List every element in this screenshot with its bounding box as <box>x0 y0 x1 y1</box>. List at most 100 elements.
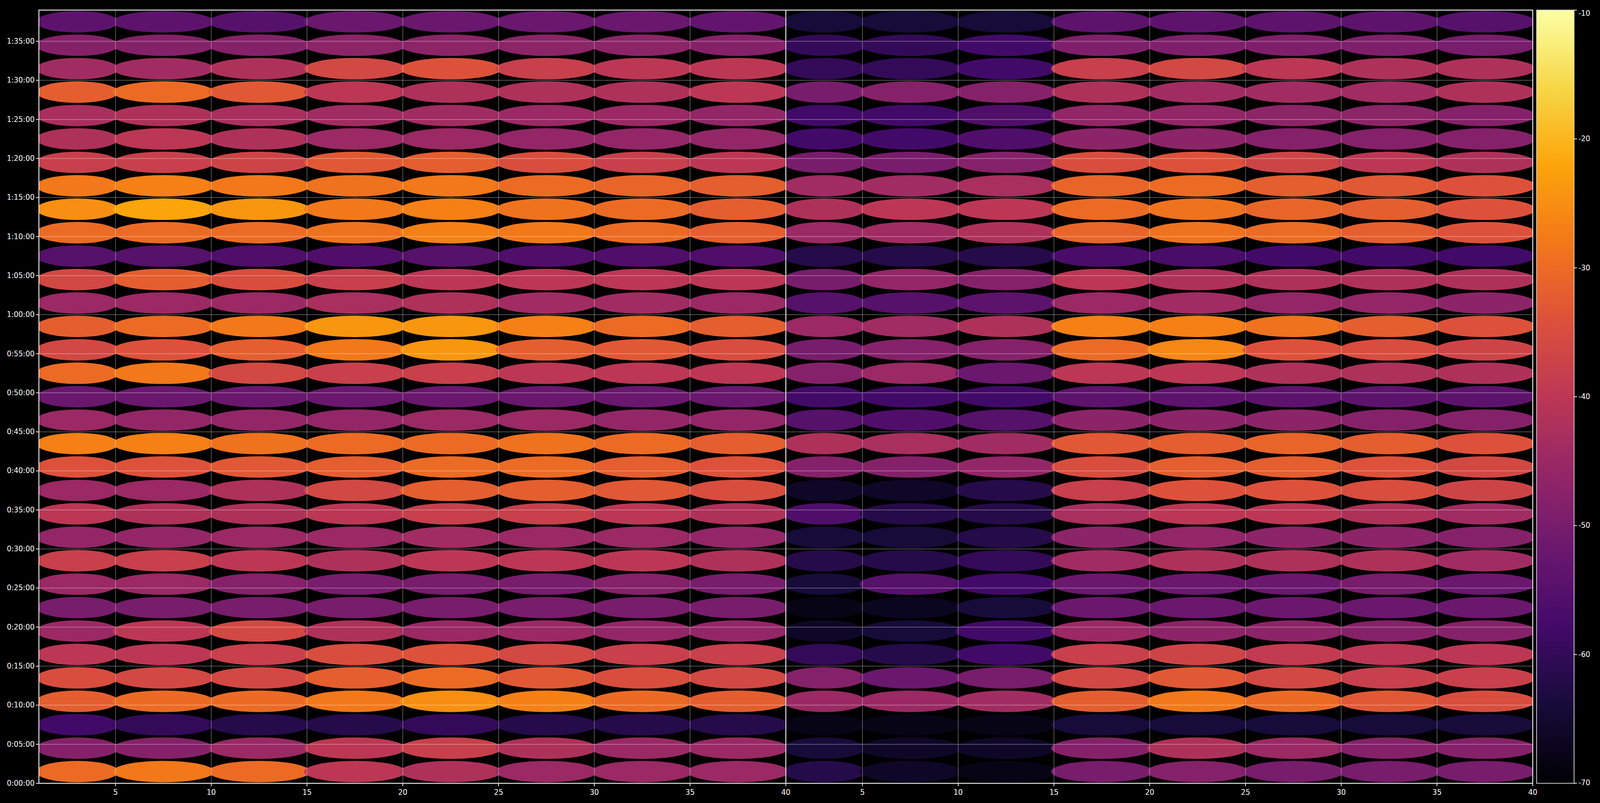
cell <box>785 386 866 408</box>
cell <box>495 362 598 385</box>
cell <box>955 737 1057 759</box>
cell <box>1242 11 1344 33</box>
cell <box>1434 11 1533 33</box>
cell <box>495 573 598 596</box>
cell <box>1050 620 1153 642</box>
cell <box>591 151 693 174</box>
cell <box>38 198 119 220</box>
cell <box>1147 737 1249 759</box>
cell <box>400 597 502 619</box>
grid-line <box>38 548 786 550</box>
cell <box>785 456 866 478</box>
cell <box>112 432 214 455</box>
cell <box>785 597 866 619</box>
cell <box>1147 503 1249 526</box>
cell <box>208 245 310 268</box>
cell <box>1242 643 1344 666</box>
y-tick-label: 1:25:00 <box>6 115 35 124</box>
cell <box>1050 643 1153 666</box>
cell <box>1242 339 1344 361</box>
cell <box>400 362 502 385</box>
cell <box>1434 292 1533 314</box>
cell <box>859 245 961 268</box>
cell <box>304 409 406 431</box>
cell <box>687 386 786 408</box>
cell <box>1242 503 1344 526</box>
cell <box>400 526 502 549</box>
cell <box>400 549 502 572</box>
cell <box>785 292 866 314</box>
colorbar-label: -20 <box>1578 134 1591 144</box>
cell <box>1242 549 1344 572</box>
grid-line <box>38 626 786 628</box>
grid-line <box>38 353 786 355</box>
cell <box>859 597 961 619</box>
cell <box>495 268 598 291</box>
cell <box>785 643 866 666</box>
cell <box>208 58 310 80</box>
cell <box>687 245 786 268</box>
cell <box>785 362 866 385</box>
grid-line <box>785 197 1533 199</box>
cell <box>687 479 786 502</box>
cell <box>1147 667 1249 689</box>
cell <box>1434 643 1533 666</box>
cell <box>1242 34 1344 57</box>
cell <box>1050 34 1153 57</box>
cell <box>785 339 866 361</box>
cell <box>495 432 598 455</box>
cell <box>955 34 1057 57</box>
cell <box>859 362 961 385</box>
y-tick-label: 1:10:00 <box>6 232 35 242</box>
cell <box>495 714 598 736</box>
cell <box>955 315 1057 338</box>
y-tick-label: 1:00:00 <box>6 310 35 319</box>
cell <box>591 386 693 408</box>
grid-line <box>38 119 786 121</box>
cell <box>955 456 1057 478</box>
cell <box>1050 11 1153 33</box>
cell <box>400 34 502 57</box>
cell <box>687 456 786 478</box>
cell <box>304 479 406 502</box>
cell <box>1242 198 1344 220</box>
x-tick-label: 5 <box>113 788 119 797</box>
cell <box>1242 58 1344 80</box>
cells <box>785 11 1533 783</box>
cell <box>1242 245 1344 268</box>
cell <box>785 315 866 338</box>
cell <box>591 315 693 338</box>
cell <box>304 503 406 526</box>
cell <box>112 456 214 478</box>
cell <box>208 221 310 244</box>
cell <box>495 315 598 338</box>
cell <box>1147 81 1249 103</box>
cell <box>1242 104 1344 127</box>
cell <box>112 386 214 408</box>
cell <box>1338 339 1440 361</box>
cell <box>495 667 598 689</box>
grid-line <box>785 626 1533 628</box>
grid-line <box>785 470 1533 472</box>
cell <box>591 11 693 33</box>
cell <box>400 432 502 455</box>
cell <box>1338 175 1440 197</box>
cell <box>687 409 786 431</box>
cell <box>1147 549 1249 572</box>
cell <box>1434 198 1533 220</box>
cell <box>208 128 310 150</box>
cell <box>400 292 502 314</box>
cell <box>208 597 310 619</box>
cell <box>38 597 119 619</box>
cell <box>785 245 866 268</box>
cell <box>495 11 598 33</box>
cell <box>304 620 406 642</box>
cell <box>785 690 866 713</box>
cell <box>1242 315 1344 338</box>
grid-line <box>38 470 786 472</box>
cell <box>955 549 1057 572</box>
cell <box>1242 128 1344 150</box>
cell <box>304 11 406 33</box>
cell <box>112 714 214 736</box>
frame <box>785 10 1533 784</box>
